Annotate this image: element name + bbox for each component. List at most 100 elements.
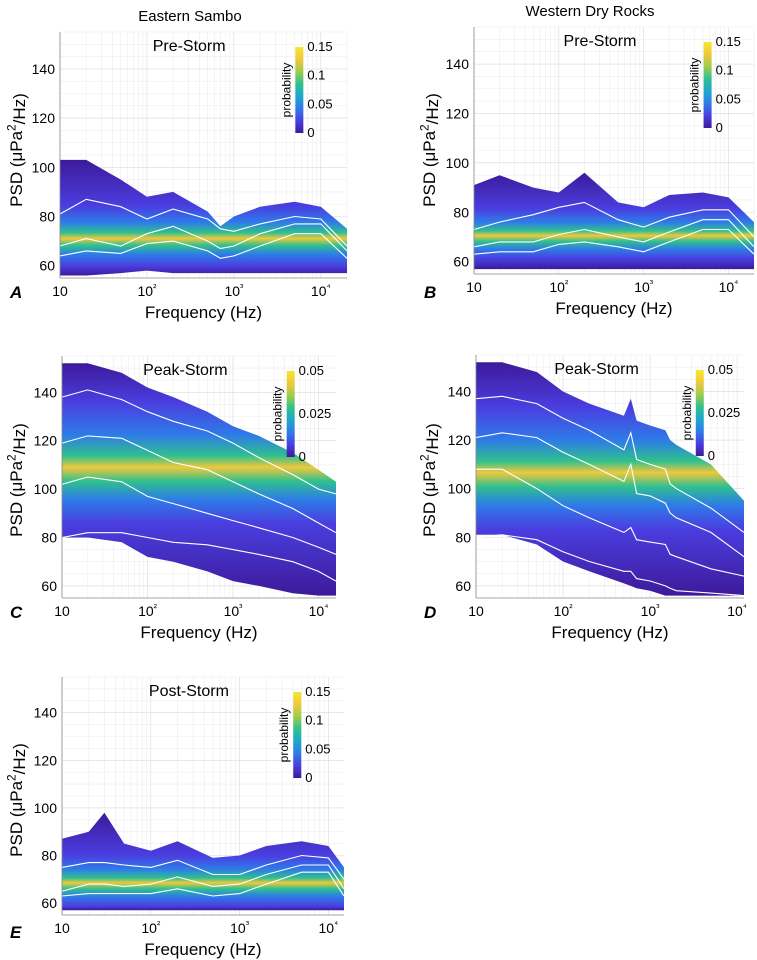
y-tick-label: 80: [41, 848, 57, 864]
colorbar-tick-label: 0.1: [716, 63, 734, 78]
panel-title: Post-Storm: [149, 683, 229, 700]
colorbar: 0 0.05 0.1 0.15 probability: [688, 34, 741, 135]
panel-letter: A: [9, 283, 22, 302]
colorbar-scale: [703, 42, 712, 128]
y-tick-label: 140: [32, 61, 56, 77]
x-tick-label: 10²: [549, 279, 569, 295]
colorbar-tick-label: 0: [716, 120, 723, 135]
percentile-line-high: [475, 395, 745, 533]
percentile-line-lower-mid: [476, 468, 745, 577]
x-tick-label: 10²: [138, 603, 158, 619]
x-tick-label: 10³: [634, 279, 654, 295]
percentile-line-high: [473, 201, 755, 238]
colorbar-tick-label: 0.025: [708, 405, 741, 420]
x-axis-label: Frequency (Hz): [140, 623, 257, 642]
y-tick-label: 140: [448, 383, 472, 399]
percentile-line-high: [61, 389, 337, 495]
y-tick-label: 60: [41, 578, 57, 594]
x-axis-label: Frequency (Hz): [145, 303, 262, 322]
x-tick-label: 10: [54, 603, 70, 619]
percentile-line-low: [475, 534, 745, 597]
colorbar-scale: [286, 371, 295, 457]
x-tick-label: 10³: [641, 603, 661, 619]
colorbar-tick-label: 0.1: [305, 713, 323, 728]
y-tick-label: 100: [34, 800, 58, 816]
x-tick-label: 10⁴: [311, 283, 331, 299]
panel-title: Pre-Storm: [564, 33, 637, 50]
colorbar: 0 0.025 0.05 probability: [271, 363, 332, 464]
colorbar-scale: [295, 47, 304, 133]
colorbar-tick-label: 0.05: [716, 91, 741, 106]
percentile-line-lower-mid: [61, 476, 337, 555]
colorbar-tick-label: 0.1: [307, 68, 325, 83]
colorbar: 0 0.05 0.1 0.15 probability: [277, 684, 330, 785]
panel-letter: C: [10, 603, 23, 622]
y-tick-label: 120: [446, 105, 470, 121]
percentile-line-low: [61, 871, 345, 897]
y-axis-label: PSD (μPa2/Hz): [4, 743, 28, 857]
panel-letter: B: [424, 283, 436, 302]
colorbar-tick-label: 0.15: [305, 684, 330, 699]
y-tick-label: 60: [41, 895, 57, 911]
colorbar: 0 0.05 0.1 0.15 probability: [279, 39, 332, 140]
y-tick-label: 140: [446, 56, 470, 72]
density-envelope: [476, 362, 744, 596]
x-tick-label: 10⁴: [727, 603, 747, 619]
x-tick-label: 10: [466, 279, 482, 295]
panel-title: Pre-Storm: [153, 38, 226, 55]
x-tick-label: 10²: [138, 283, 158, 299]
column-title-eastern-sambo: Eastern Sambo: [138, 8, 241, 25]
colorbar-scale: [695, 370, 704, 456]
y-axis-label: PSD (μPa2/Hz): [417, 93, 441, 207]
panel-letter: E: [10, 923, 22, 942]
colorbar-tick-label: 0: [307, 125, 314, 140]
y-tick-label: 140: [34, 705, 58, 721]
percentile-line-median: [61, 864, 345, 892]
colorbar-label: probability: [680, 386, 694, 441]
x-tick-label: 10²: [554, 603, 574, 619]
y-tick-label: 80: [41, 530, 57, 546]
percentile-line-upper-mid: [475, 432, 745, 558]
percentile-line-high: [61, 854, 345, 880]
x-tick-label: 10⁴: [719, 279, 739, 295]
percentile-line-low: [473, 228, 755, 255]
y-tick-label: 60: [455, 578, 471, 594]
percentile-line-high: [59, 198, 348, 247]
panel-d: 60 80 100 120 140 10 10² 10³ 10⁴ Frequency (Hz) PS…: [417, 354, 747, 642]
y-tick-label: 120: [34, 752, 58, 768]
percentile-line-median: [59, 223, 348, 252]
colorbar-tick-label: 0.15: [307, 39, 332, 54]
colorbar-label: probability: [279, 63, 293, 118]
y-tick-label: 60: [453, 254, 469, 270]
y-tick-label: 80: [455, 529, 471, 545]
x-axis-label: Frequency (Hz): [551, 623, 668, 642]
colorbar-tick-label: 0: [305, 770, 312, 785]
y-tick-label: 60: [39, 258, 55, 274]
y-tick-label: 120: [32, 110, 56, 126]
colorbar-tick-label: 0.05: [708, 362, 733, 377]
y-tick-label: 100: [34, 481, 58, 497]
colorbar-label: probability: [688, 58, 702, 113]
colorbar-tick-label: 0: [708, 448, 715, 463]
x-tick-label: 10³: [224, 283, 244, 299]
y-tick-label: 140: [34, 384, 58, 400]
density-envelope: [62, 363, 336, 596]
panel-e: 60 80 100 120 140 10 10² 10³ 10⁴ Frequency (Hz) PS…: [4, 676, 345, 959]
colorbar-tick-label: 0.15: [716, 34, 741, 49]
x-tick-label: 10⁴: [309, 603, 329, 619]
x-tick-label: 10³: [224, 603, 244, 619]
column-title-western-dry-rocks: Western Dry Rocks: [526, 3, 655, 20]
colorbar-tick-label: 0.05: [305, 741, 330, 756]
x-axis-label: Frequency (Hz): [144, 940, 261, 959]
percentile-line-median: [473, 219, 755, 248]
y-tick-label: 80: [39, 209, 55, 225]
y-axis-label: PSD (μPa2/Hz): [4, 423, 28, 537]
colorbar-tick-label: 0.05: [299, 363, 324, 378]
colorbar-tick-label: 0: [299, 449, 306, 464]
y-tick-label: 100: [32, 159, 56, 175]
panel-a: 60 80 100 120 140 10 10² 10³ 10⁴ Frequency (Hz) PS…: [4, 31, 348, 322]
colorbar-tick-label: 0.025: [299, 406, 332, 421]
panel-title: Peak-Storm: [554, 361, 638, 378]
y-axis-label: PSD (μPa2/Hz): [417, 423, 441, 537]
